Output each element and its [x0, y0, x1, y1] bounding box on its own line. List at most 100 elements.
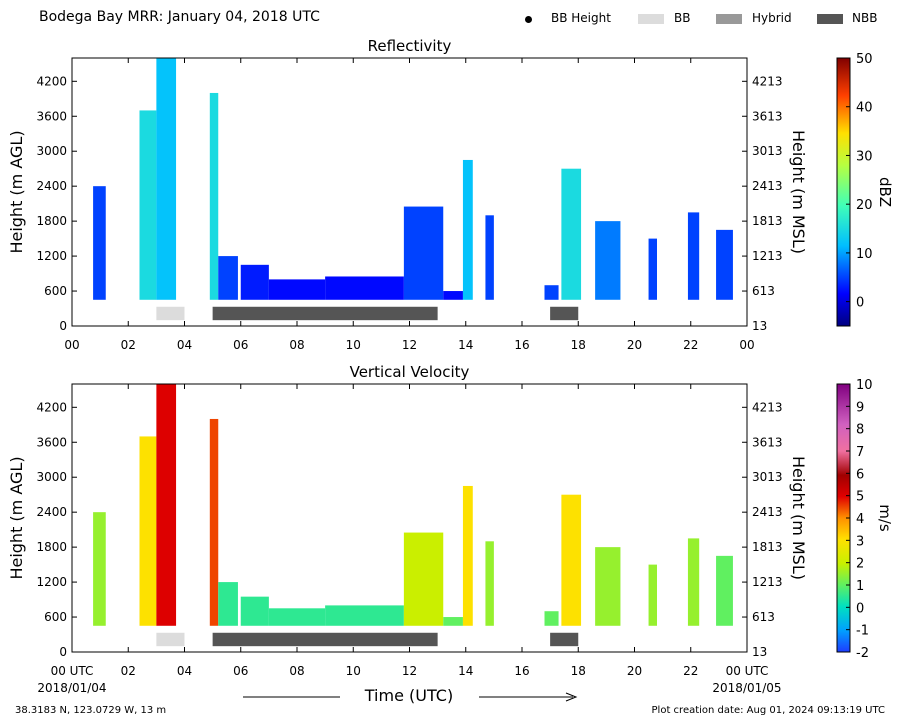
echo-column	[595, 221, 621, 300]
x-tick-label: 02	[121, 338, 136, 352]
x-tick-label: 14	[458, 338, 473, 352]
colorbar-tick-label: 20	[856, 198, 873, 213]
y-tick-label-left: 3600	[36, 435, 67, 449]
colorbar-tick-label: 2	[856, 557, 864, 572]
precip-type-bar-bb	[156, 632, 185, 647]
colorbar-tick-label: -1	[856, 624, 869, 639]
echo-column	[240, 264, 269, 300]
creation-date-text: Plot creation date: Aug 01, 2024 09:13:1…	[651, 705, 885, 716]
y-tick-label-left: 4200	[36, 400, 67, 414]
y-axis-label-right: Height (m MSL)	[789, 130, 808, 254]
y-tick-label-right: 613	[752, 284, 775, 298]
echo-column	[485, 541, 494, 626]
y-tick-label-right: 613	[752, 610, 775, 624]
colorbar-tick-label: 40	[856, 101, 873, 116]
y-tick-label-right: 3613	[752, 109, 783, 123]
colorbar-tick-label: 5	[856, 490, 864, 505]
echo-column	[209, 92, 219, 300]
bb-height-marker-icon	[525, 16, 532, 23]
colorbar-tick-label: -2	[856, 646, 869, 661]
y-axis-label-right: Height (m MSL)	[789, 456, 808, 580]
end-date-label: 2018/01/05	[712, 681, 781, 695]
x-tick-label: 16	[514, 338, 529, 352]
echo-column	[648, 238, 657, 300]
y-tick-label-right: 3613	[752, 435, 783, 449]
echo-column	[687, 538, 700, 626]
precip-type-bar-nbb	[212, 632, 438, 647]
y-tick-label-right: 13	[752, 645, 767, 659]
x-tick-label: 20	[627, 338, 642, 352]
x-tick-label: 08	[289, 338, 304, 352]
legend-label: BB Height	[551, 11, 611, 25]
x-tick-label: 08	[289, 664, 304, 678]
y-axis-label-left: Height (m AGL)	[7, 456, 26, 579]
echo-column	[716, 229, 733, 300]
echo-column	[156, 58, 177, 300]
x-tick-label: 00	[739, 338, 754, 352]
colorbar-tick-label: 6	[856, 467, 864, 482]
x-tick-label: 12	[402, 664, 417, 678]
echo-column	[462, 159, 473, 300]
legend-label: Hybrid	[752, 11, 792, 25]
echo-column	[325, 605, 404, 626]
echo-column	[218, 582, 238, 626]
echo-column	[325, 276, 404, 300]
echo-column	[443, 617, 463, 626]
x-tick-label: 12	[402, 338, 417, 352]
x-tick-label: 10	[346, 338, 361, 352]
colorbar-label: dBZ	[876, 177, 894, 207]
y-tick-label-left: 1800	[36, 540, 67, 554]
echo-column	[268, 608, 326, 626]
echo-column	[209, 418, 219, 626]
y-tick-label-left: 3000	[36, 144, 67, 158]
echo-column	[485, 215, 494, 300]
echo-column	[544, 285, 559, 300]
legend-label: NBB	[852, 11, 878, 25]
precip-type-bar-bb	[156, 306, 185, 321]
x-tick-label: 02	[121, 664, 136, 678]
echo-column	[716, 555, 733, 626]
y-tick-label-right: 2413	[752, 179, 783, 193]
hybrid-swatch-icon	[716, 14, 742, 24]
echo-column	[403, 206, 444, 300]
x-tick-label: 00	[64, 338, 79, 352]
echo-column	[687, 212, 700, 300]
x-tick-label: 00 UTC	[51, 664, 94, 678]
y-tick-label-right: 1213	[752, 249, 783, 263]
echo-column	[544, 611, 559, 626]
y-tick-label-right: 4213	[752, 400, 783, 414]
echo-column	[561, 494, 582, 626]
y-tick-label-left: 2400	[36, 179, 67, 193]
echo-column	[139, 110, 157, 300]
x-tick-label: 18	[571, 338, 586, 352]
x-tick-label: 18	[571, 664, 586, 678]
arrow-right-icon	[565, 692, 578, 702]
bb-swatch-icon	[638, 14, 664, 24]
nbb-swatch-icon	[817, 14, 843, 24]
location-text: 38.3183 N, 123.0729 W, 13 m	[15, 705, 167, 716]
y-tick-label-left: 3600	[36, 109, 67, 123]
precip-type-bar-nbb	[550, 632, 579, 647]
echo-column	[561, 168, 582, 300]
echo-column	[218, 256, 238, 300]
colorbar-tick-label: 1	[856, 579, 864, 594]
x-tick-label: 06	[233, 338, 248, 352]
panel-title: Reflectivity	[368, 37, 452, 55]
y-tick-label-right: 2413	[752, 505, 783, 519]
x-tick-label: 20	[627, 664, 642, 678]
colorbar-tick-label: 10	[856, 247, 873, 262]
echo-column	[462, 485, 473, 626]
legend: BB Height BB Hybrid NBB	[520, 11, 890, 27]
colorbar-tick-label: 9	[856, 400, 864, 415]
x-tick-label: 10	[346, 664, 361, 678]
echo-column	[156, 384, 177, 626]
precip-type-bar-nbb	[550, 306, 579, 321]
echo-column	[648, 564, 657, 626]
echo-column	[403, 532, 444, 626]
y-tick-label-left: 4200	[36, 74, 67, 88]
colorbar-tick-label: 50	[856, 52, 873, 67]
colorbar-tick-label: 30	[856, 149, 873, 164]
